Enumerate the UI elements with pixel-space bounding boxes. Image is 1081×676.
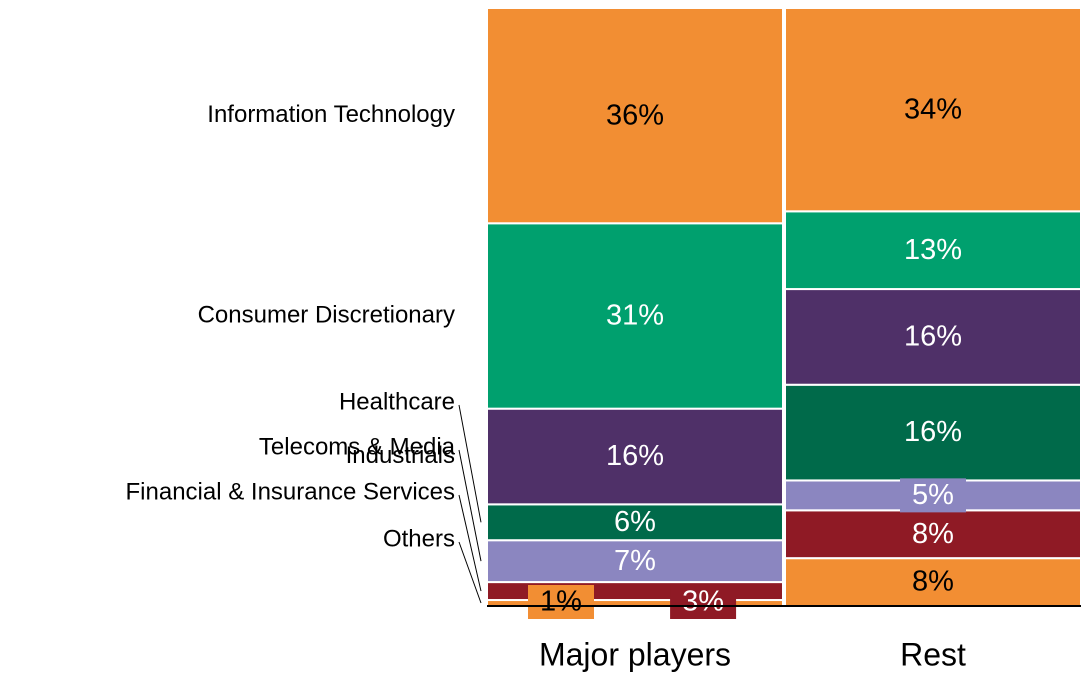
- value-label: 1%: [540, 586, 582, 618]
- x-tick-label: Rest: [900, 636, 966, 672]
- leader-line: [458, 449, 482, 562]
- series-label: Consumer Discretionary: [198, 301, 455, 328]
- series-label: Healthcare: [339, 388, 455, 415]
- series-label: Telecoms & Media: [259, 433, 456, 460]
- value-label: 8%: [912, 518, 954, 550]
- segment: [784, 7, 1081, 213]
- series-label: Information Technology: [207, 101, 455, 128]
- segment: [784, 210, 1081, 291]
- value-label: 13%: [904, 234, 962, 266]
- value-label: 7%: [614, 545, 656, 577]
- label-box: [670, 585, 737, 619]
- value-label: 31%: [606, 300, 664, 332]
- leader-line: [458, 541, 482, 604]
- value-label: 16%: [904, 321, 962, 353]
- segment: [486, 407, 784, 506]
- segment: [486, 222, 784, 410]
- label-box: [900, 478, 966, 513]
- x-tick-label: Major players: [539, 636, 731, 672]
- value-label: 16%: [904, 416, 962, 448]
- value-label: 8%: [912, 566, 954, 598]
- value-label: 3%: [682, 586, 724, 618]
- segment: [784, 383, 1081, 482]
- segment: [486, 539, 784, 584]
- value-label: 6%: [614, 506, 656, 538]
- segment: [486, 7, 784, 225]
- series-label: Industrials: [346, 442, 455, 469]
- segment: [784, 509, 1081, 560]
- series-label: Others: [383, 525, 455, 552]
- series-label: Financial & Insurance Services: [126, 478, 455, 505]
- value-label: 36%: [606, 99, 664, 131]
- leader-line: [458, 404, 482, 523]
- leader-line: [458, 494, 482, 592]
- label-box: [528, 585, 594, 619]
- value-label: 34%: [904, 93, 962, 125]
- value-label: 5%: [912, 479, 954, 511]
- value-label: 16%: [606, 440, 664, 472]
